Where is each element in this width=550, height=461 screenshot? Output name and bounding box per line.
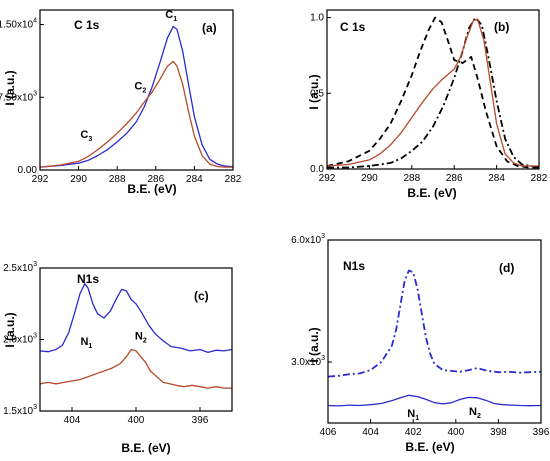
panel-b-xtick-label: 290 [361,173,378,184]
panel-a-xtick-label: 290 [70,174,87,185]
panel-c-letter: (c) [194,289,209,303]
panel-d-xtick-label: 400 [447,427,464,438]
panel-c-ytick-label: 2.5x103 [3,261,37,274]
panel-c-ylabel: I (a.u.) [3,312,17,347]
panel-c-series-1-line [39,283,233,354]
panel-b-ytick-label: 1.0 [310,13,324,24]
panel-d-xlabel: B.E. (eV) [405,440,454,454]
panel-c-xtick-label: 404 [64,415,81,426]
panel-b-series-3-line [326,18,539,167]
panel-b-ytick-label: 0.5 [310,88,324,99]
panel-a-peak-label: C3 [80,129,92,143]
panel-c: N1s (c) B.E. (eV) I (a.u.) 404 400 396 1.5x… [3,261,233,455]
panel-a: C 1s (a) B.E. (eV) I (a.u.) 292 290 288 286… [0,9,242,196]
panel-c-peak-label: N1 [80,336,92,350]
panel-b-series-2-line [327,16,540,169]
panel-c-xtick-label: 400 [128,415,145,426]
panel-b-title: C 1s [340,20,366,34]
panel-a-title: C 1s [74,18,100,32]
panel-a-xtick-label: 286 [147,174,164,185]
panel-a-ytick-label: 7.50x103 [0,90,37,103]
panel-a-xtick-label: 292 [32,174,49,185]
panel-a-ylabel: I (a.u.) [3,70,17,105]
panel-d-xtick-label: 406 [320,427,337,438]
panel-c-title: N1s [77,272,99,286]
panel-b-xtick-label: 284 [488,173,505,184]
panel-d-letter: (d) [499,261,514,275]
panel-d-ylabel: I (a.u.) [307,327,321,362]
panel-a-xtick-label: 282 [225,174,242,185]
panel-c-series-2-line [39,348,232,389]
panel-a-plot-frame [39,9,234,171]
panel-a-xlabel: B.E. (eV) [127,182,176,196]
panel-d-peak-label: N1 [407,408,419,422]
panel-d-xtick-label: 396 [533,427,550,438]
panel-a-series-1-line [39,25,234,168]
panel-b-xtick-label: 282 [531,173,548,184]
panel-b-xtick-label: 286 [446,173,463,184]
panel-b-ylabel: I (a.u.) [307,74,321,109]
panel-a-xtick-label: 288 [109,174,126,185]
panel-d-ytick-label: 6.0x103 [291,233,325,246]
panel-a-ytick-label: 1.50x104 [0,18,37,31]
panel-c-xtick-label: 396 [192,415,209,426]
panel-b-series-1-line [326,16,539,169]
panel-d-xtick-label: 402 [405,427,422,438]
panel-c-ytick-label: 1.5x103 [3,404,37,417]
panel-d-series-1-line [327,269,542,378]
panel-a-peak-label: C2 [134,81,146,95]
panel-b: C 1s (b) B.E. (eV) I (a.u.) 292 290 288 286… [307,9,548,200]
panel-a-series-2-line [39,60,233,168]
panel-a-ytick-label: 0.00 [18,165,38,176]
panel-c-peak-label: N2 [135,331,147,345]
panel-c-ytick-label: 2.0x103 [3,333,37,346]
panel-a-xtick-label: 284 [186,174,203,185]
panel-d-series-2-line [327,394,542,407]
panel-d: N1s (d) B.E. (eV) I (a.u.) 406 404 402 400 3… [291,233,550,454]
panel-d-plot-frame [327,239,542,424]
panel-b-xtick-label: 292 [319,173,336,184]
panel-d-xtick-label: 398 [490,427,507,438]
panel-b-xlabel: B.E. (eV) [407,186,456,200]
panel-d-title: N1s [343,259,365,273]
panel-c-xlabel: B.E. (eV) [121,441,170,455]
panel-b-letter: (b) [494,20,509,34]
panel-d-xtick-label: 404 [362,427,379,438]
panel-a-peak-label: C1 [165,9,177,23]
panel-b-xtick-label: 288 [403,173,420,184]
panel-a-letter: (a) [202,21,217,35]
panel-b-plot-frame [326,9,540,170]
panel-b-ytick-label: 0.0 [310,164,324,175]
panel-d-peak-label: N2 [469,406,481,420]
panel-d-ytick-label: 3.0x103 [291,355,325,368]
